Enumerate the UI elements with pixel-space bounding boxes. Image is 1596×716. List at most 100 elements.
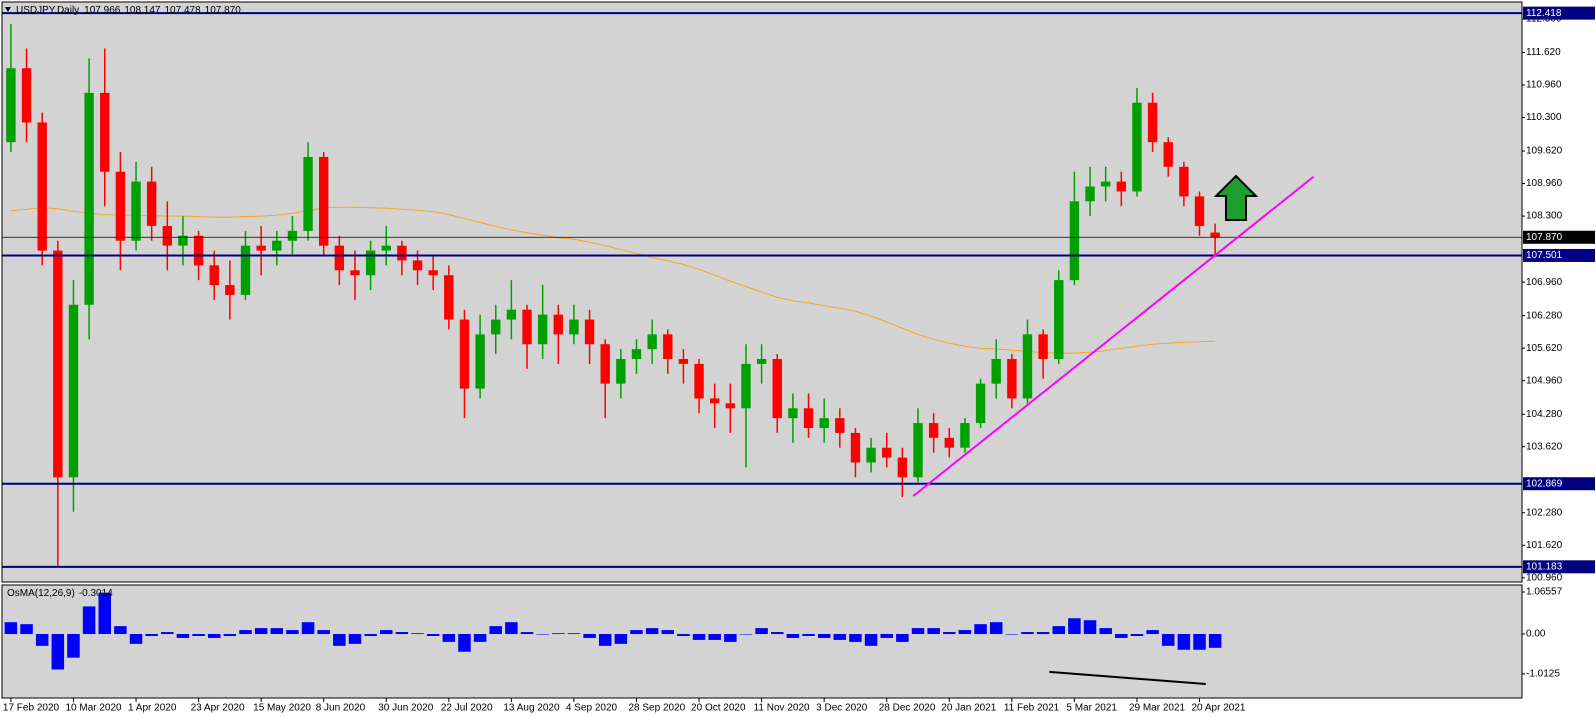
candle-body xyxy=(21,68,32,123)
candle-body xyxy=(37,122,47,251)
candle-body xyxy=(913,423,923,478)
x-tick-label: 20 Apr 2021 xyxy=(1192,703,1246,714)
candle-body xyxy=(537,314,548,345)
histogram-bar xyxy=(35,634,49,646)
y-tick-label: 104.960 xyxy=(1526,375,1563,386)
histogram-bar xyxy=(989,622,1003,635)
histogram-bar xyxy=(129,634,143,644)
x-tick-label: 4 Sep 2020 xyxy=(566,703,618,714)
candle-body xyxy=(1054,280,1064,359)
candle-body xyxy=(475,334,485,389)
header-open: 107.966 xyxy=(84,5,121,16)
level-label: 102.869 xyxy=(1526,478,1563,489)
histogram-bar xyxy=(817,634,831,638)
histogram-bar xyxy=(739,634,753,635)
chart-header: USDJPY,Daily 107.966 108.147 107.478 107.870 xyxy=(16,5,241,16)
candle-body xyxy=(584,319,595,345)
candle-body xyxy=(178,235,188,246)
histogram-bar xyxy=(364,634,377,636)
histogram-bar xyxy=(943,632,956,635)
indicator-trend-line xyxy=(1049,670,1206,686)
candle-body xyxy=(319,156,329,246)
histogram-bar xyxy=(1193,634,1206,650)
moving-average xyxy=(10,206,1216,354)
y-tick-label: 105.620 xyxy=(1526,343,1563,354)
histogram-bar xyxy=(1005,634,1019,635)
candle-body xyxy=(1132,102,1142,192)
candle-body xyxy=(975,383,986,424)
x-tick-label: 30 Jun 2020 xyxy=(378,703,433,714)
histogram-bar xyxy=(473,634,487,642)
y-tick-label: 101.620 xyxy=(1526,540,1563,551)
histogram-bar xyxy=(1146,630,1159,635)
candle-body xyxy=(53,250,63,478)
y-tick-label: 110.960 xyxy=(1526,80,1562,91)
candle-body xyxy=(647,334,657,350)
histogram-bar xyxy=(974,624,987,635)
histogram-bar xyxy=(755,628,768,635)
histogram-bar xyxy=(411,633,424,635)
candle-body xyxy=(334,245,345,271)
indicator-header: OsMA(12,26,9) -0.3014 xyxy=(7,588,113,599)
histogram-bar xyxy=(395,632,409,635)
histogram-bar xyxy=(1177,634,1191,650)
indicator-y-tick-label: 0.00 xyxy=(1526,629,1546,640)
histogram-bar xyxy=(552,633,565,635)
histogram-bar xyxy=(864,634,878,646)
candle-body xyxy=(272,240,282,251)
histogram-bar xyxy=(770,632,784,635)
candle-body xyxy=(1147,102,1158,143)
candle-body xyxy=(1194,196,1205,226)
level-label: 101.183 xyxy=(1526,561,1563,572)
histogram-bar xyxy=(614,634,628,644)
y-tick-label: 108.960 xyxy=(1526,178,1563,189)
histogram-bar xyxy=(333,634,346,646)
candle-body xyxy=(459,319,470,389)
level-label: 112.418 xyxy=(1526,8,1562,19)
menu-triangle[interactable] xyxy=(5,7,11,12)
candle-body xyxy=(240,245,251,295)
y-tick-label: 106.960 xyxy=(1526,277,1563,288)
candle-body xyxy=(678,358,689,364)
histogram-bar xyxy=(82,606,96,635)
y-tick-label: 111.620 xyxy=(1526,47,1561,58)
candle-body xyxy=(1022,334,1033,399)
up-arrow xyxy=(1213,174,1259,221)
x-tick-label: 11 Feb 2021 xyxy=(1004,703,1060,714)
candle-body xyxy=(428,270,438,276)
x-tick-label: 5 Mar 2021 xyxy=(1066,703,1117,714)
histogram-bar xyxy=(4,622,18,635)
y-tick-label: 109.620 xyxy=(1526,146,1563,157)
histogram-bar xyxy=(896,634,909,642)
candle-body xyxy=(68,304,79,478)
x-tick-label: 23 Apr 2020 xyxy=(191,703,245,714)
histogram-bar xyxy=(254,628,268,635)
trend-line xyxy=(912,175,1315,497)
y-tick-label: 100.960 xyxy=(1526,572,1563,583)
histogram-bar xyxy=(223,634,237,636)
histogram-bar xyxy=(645,628,659,635)
candle-body xyxy=(866,447,876,463)
indicator-panel xyxy=(2,585,1522,698)
histogram-bar xyxy=(520,632,534,635)
candle-body xyxy=(146,181,157,226)
histogram-bar xyxy=(1036,632,1050,635)
candle-body xyxy=(397,245,407,261)
candle-body xyxy=(303,156,313,231)
candle-body xyxy=(1163,142,1173,167)
candle-body xyxy=(1007,358,1017,399)
header-high: 108.147 xyxy=(124,5,161,16)
histogram-bar xyxy=(708,634,721,640)
histogram-bar xyxy=(630,630,643,635)
candle-body xyxy=(381,245,391,251)
candle-body xyxy=(569,319,579,335)
candle-body xyxy=(1038,334,1048,359)
histogram-bar xyxy=(505,622,518,635)
histogram-bar xyxy=(661,630,675,635)
candle-body xyxy=(1116,181,1127,192)
candle-body xyxy=(694,363,704,399)
candle-body xyxy=(991,358,1001,384)
level-label: 107.501 xyxy=(1526,250,1563,261)
histogram-bar xyxy=(114,626,127,635)
level-box xyxy=(1523,6,1595,20)
